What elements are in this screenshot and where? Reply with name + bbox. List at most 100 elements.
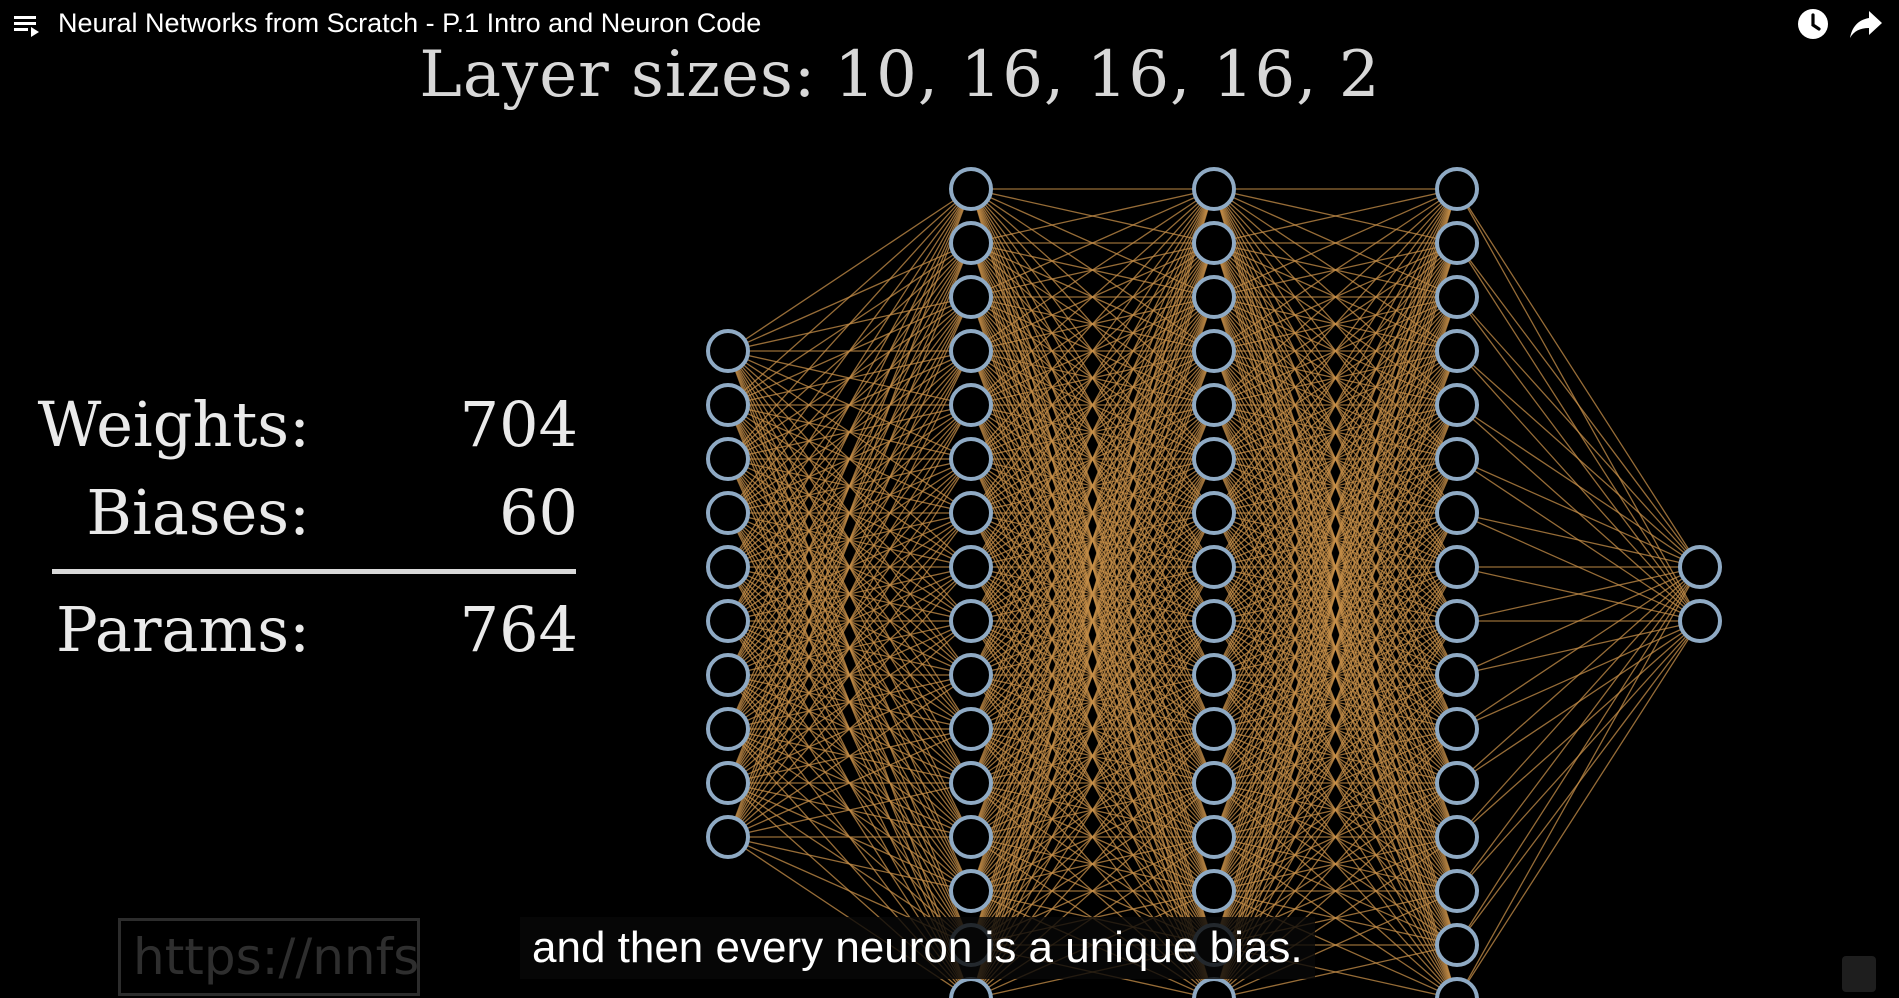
neuron-layer-4 bbox=[1435, 221, 1479, 265]
connection-line bbox=[1456, 242, 1701, 568]
connection-line bbox=[727, 566, 972, 838]
layer-sizes-heading: Layer sizes: 10, 16, 16, 16, 2 bbox=[0, 38, 1800, 112]
connection-line bbox=[1456, 458, 1701, 568]
connection-line bbox=[1213, 188, 1458, 838]
neuron-layer-2 bbox=[949, 707, 993, 751]
connection-line bbox=[970, 296, 1215, 998]
neuron-layer-4 bbox=[1435, 275, 1479, 319]
connection-line bbox=[970, 188, 1215, 406]
connection-line bbox=[1213, 188, 1458, 998]
video-title[interactable]: Neural Networks from Scratch - P.1 Intro… bbox=[58, 8, 762, 38]
connection-line bbox=[1456, 188, 1701, 568]
connection-line bbox=[1213, 188, 1458, 460]
connection-line bbox=[1456, 296, 1701, 568]
neuron-layer-4 bbox=[1435, 545, 1479, 589]
connection-line bbox=[727, 458, 972, 838]
neuron-layer-3 bbox=[1192, 707, 1236, 751]
neuron-layer-3 bbox=[1192, 167, 1236, 211]
biases-row: Biases: 60 bbox=[50, 476, 580, 556]
connection-line bbox=[727, 836, 972, 892]
neuron-layer-4 bbox=[1435, 653, 1479, 697]
neuron-layer-2 bbox=[949, 869, 993, 913]
neuron-layer-4 bbox=[1435, 167, 1479, 211]
connection-line bbox=[727, 188, 972, 352]
neuron-layer-3 bbox=[1192, 275, 1236, 319]
neuron-layer-4 bbox=[1435, 599, 1479, 643]
neuron-layer-2 bbox=[949, 437, 993, 481]
subtitle-caption: and then every neuron is a unique bias. bbox=[520, 917, 1315, 979]
nnfs-watermark: https://nnfs.io bbox=[118, 918, 420, 996]
connection-line bbox=[1456, 566, 1701, 622]
connection-line bbox=[727, 782, 972, 838]
playlist-icon[interactable] bbox=[12, 10, 42, 40]
connection-line bbox=[1213, 188, 1458, 730]
neuron-layer-4 bbox=[1435, 815, 1479, 859]
neuron-layer-1 bbox=[706, 545, 750, 589]
neuron-layer-1 bbox=[706, 815, 750, 859]
connection-line bbox=[1456, 566, 1701, 676]
video-top-bar: Neural Networks from Scratch - P.1 Intro… bbox=[0, 0, 1899, 48]
neuron-layer-3 bbox=[1192, 653, 1236, 697]
params-value: 764 bbox=[459, 593, 578, 666]
neuron-layer-1 bbox=[706, 707, 750, 751]
connection-line bbox=[970, 188, 1215, 514]
connection-line bbox=[1456, 350, 1701, 568]
neuron-layer-3 bbox=[1192, 599, 1236, 643]
share-icon[interactable] bbox=[1848, 7, 1884, 41]
connection-line bbox=[727, 242, 972, 838]
neuron-layer-3 bbox=[1192, 329, 1236, 373]
connection-line bbox=[727, 188, 972, 406]
connection-line bbox=[727, 188, 972, 838]
connection-line bbox=[727, 188, 972, 514]
connection-line bbox=[1456, 566, 1701, 998]
connection-line bbox=[727, 188, 972, 460]
neuron-layer-5 bbox=[1678, 599, 1722, 643]
neuron-layer-2 bbox=[949, 167, 993, 211]
neuron-layer-4 bbox=[1435, 437, 1479, 481]
neuron-layer-1 bbox=[706, 491, 750, 535]
connection-line bbox=[970, 188, 1215, 298]
connection-line bbox=[1456, 512, 1701, 568]
connection-line bbox=[970, 242, 1215, 998]
connection-line bbox=[970, 188, 1215, 838]
connection-line bbox=[1456, 566, 1701, 892]
connection-line bbox=[1213, 188, 1458, 946]
connection-line bbox=[1213, 188, 1458, 406]
neuron-layer-4 bbox=[1435, 869, 1479, 913]
neuron-layer-3 bbox=[1192, 815, 1236, 859]
connection-line bbox=[727, 404, 972, 838]
connection-line bbox=[1456, 566, 1701, 784]
connection-line bbox=[970, 404, 1215, 998]
connection-line bbox=[1213, 404, 1458, 998]
neuron-layer-1 bbox=[706, 761, 750, 805]
connection-line bbox=[1456, 566, 1701, 730]
connection-line bbox=[1213, 458, 1458, 998]
connection-line bbox=[727, 188, 972, 568]
connection-line bbox=[727, 188, 972, 622]
connection-line bbox=[1213, 242, 1458, 998]
connection-line bbox=[1213, 188, 1458, 622]
connection-line bbox=[970, 350, 1215, 998]
connection-line bbox=[1456, 566, 1701, 946]
channel-avatar[interactable] bbox=[1842, 956, 1876, 992]
neuron-layer-2 bbox=[949, 761, 993, 805]
connection-line bbox=[970, 188, 1215, 676]
biases-value: 60 bbox=[499, 476, 578, 549]
neuron-layer-2 bbox=[949, 815, 993, 859]
connection-line bbox=[1213, 188, 1458, 244]
connection-line bbox=[970, 188, 1215, 568]
neuron-layer-3 bbox=[1192, 545, 1236, 589]
layer-sizes-values: 10, 16, 16, 16, 2 bbox=[834, 38, 1381, 112]
neuron-layer-4 bbox=[1435, 707, 1479, 751]
biases-label: Biases: bbox=[86, 476, 310, 549]
watch-later-icon[interactable] bbox=[1796, 7, 1830, 41]
connection-line bbox=[727, 674, 972, 838]
connection-line bbox=[1214, 890, 1458, 998]
neuron-layer-2 bbox=[949, 221, 993, 265]
connection-line bbox=[1213, 188, 1458, 352]
connection-line bbox=[970, 188, 1215, 998]
connection-line bbox=[727, 620, 972, 838]
connection-line bbox=[1456, 566, 1701, 838]
neuron-layer-2 bbox=[949, 545, 993, 589]
weights-label: Weights: bbox=[37, 388, 310, 461]
